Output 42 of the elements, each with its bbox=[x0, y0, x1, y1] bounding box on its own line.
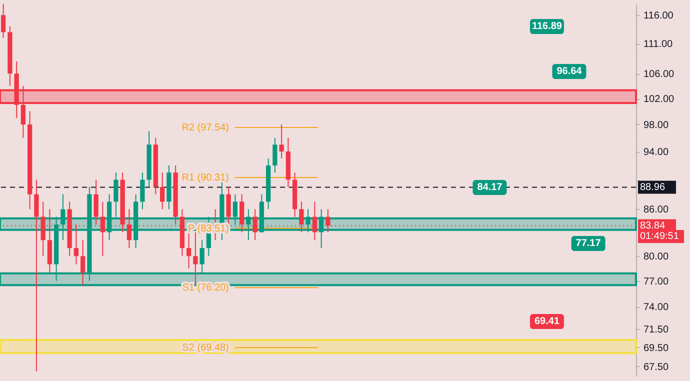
ref-line-label: S1 (76.20) bbox=[182, 282, 229, 294]
text: 01:49:51 bbox=[640, 231, 680, 242]
candlestick bbox=[140, 172, 145, 210]
candlestick bbox=[114, 172, 118, 218]
y-tick-label: 94.00 bbox=[644, 147, 669, 158]
y-tick-label: 71.50 bbox=[644, 324, 669, 336]
y-tick-label: 102.00 bbox=[644, 94, 675, 106]
candlestick bbox=[60, 194, 66, 241]
y-tick-label: 69.50 bbox=[644, 342, 669, 354]
y-tick-label: 111.00 bbox=[644, 39, 674, 50]
candlestick bbox=[246, 208, 251, 241]
y-tick-label: 74.00 bbox=[644, 302, 669, 314]
annotation: 84.17 bbox=[477, 182, 503, 193]
ref-line-label: 83.84 bbox=[640, 220, 666, 232]
candlestick bbox=[193, 232, 198, 286]
candlestick bbox=[80, 240, 86, 286]
ref-line-label: R2 (97.54) bbox=[182, 122, 229, 134]
y-tick-label: 116.00 bbox=[644, 10, 674, 22]
ref-line-label: R1 (90.31) bbox=[182, 172, 229, 184]
candlestick bbox=[306, 208, 310, 233]
annotation: 69.41 bbox=[534, 316, 560, 327]
candlestick bbox=[232, 194, 238, 225]
y-tick-label: 86.00 bbox=[644, 204, 669, 216]
candlestick bbox=[0, 4, 6, 38]
candlestick bbox=[318, 208, 324, 249]
y-tick-label: 80.00 bbox=[644, 252, 669, 263]
annotation: 77.17 bbox=[576, 238, 602, 249]
ref-line-label: 88.96 bbox=[640, 182, 666, 194]
y-tick-label: 106.00 bbox=[644, 69, 675, 80]
y-tick-label: 67.50 bbox=[644, 362, 669, 373]
ref-line-label: S2 (69.48) bbox=[182, 342, 229, 354]
candlestick bbox=[226, 186, 231, 225]
annotation: 96.64 bbox=[556, 66, 582, 77]
y-tick-label: 77.00 bbox=[644, 276, 669, 288]
candlestick bbox=[20, 85, 26, 138]
y-tick-label: 98.00 bbox=[644, 120, 669, 131]
candlestick bbox=[186, 232, 192, 269]
candlestick bbox=[279, 124, 284, 159]
candlestick bbox=[160, 172, 165, 210]
candlestick bbox=[200, 240, 204, 274]
annotation: 116.89 bbox=[532, 21, 562, 32]
candlestick bbox=[272, 137, 278, 174]
